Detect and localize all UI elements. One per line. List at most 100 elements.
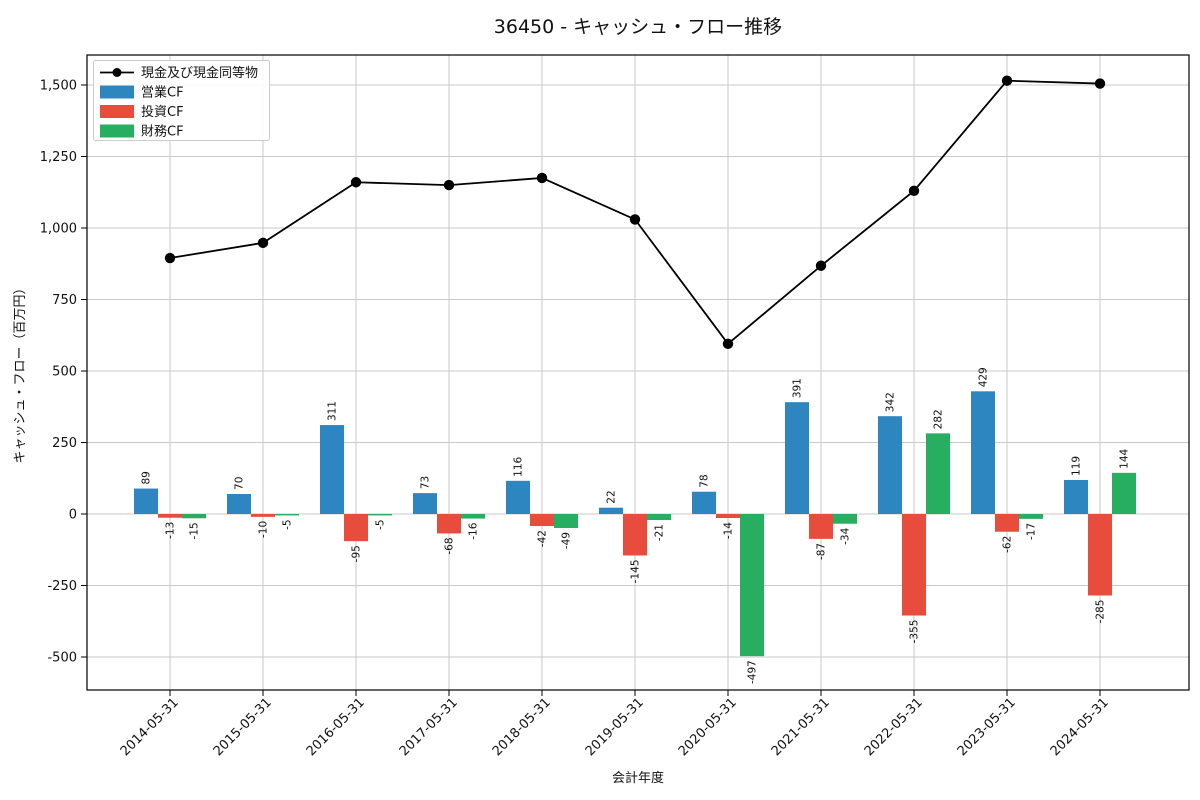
x-tick-label: 2024-05-31 [1048,695,1112,759]
cash-line-marker [629,214,641,225]
cash-line-marker [257,237,269,249]
bar-value-label: 89 [141,471,153,484]
bar-operating-cf [227,493,251,514]
bar-value-label: -68 [444,537,456,554]
legend-swatch-financing-cf [100,124,134,138]
x-tick-label: 2021-05-31 [769,695,833,759]
bar-value-label: -49 [561,532,573,549]
chart-title: 36450 - キャッシュ・フロー推移 [493,16,783,38]
bar-operating-cf [599,507,623,514]
x-axis-title: 会計年度 [612,770,664,786]
bar-investing-cf [437,514,461,534]
x-tick-label: 2023-05-31 [955,695,1019,759]
y-tick-label: 0 [69,508,77,523]
bar-investing-cf [158,514,182,518]
bar-investing-cf [995,514,1019,532]
bar-value-label: -15 [189,522,201,539]
bar-value-label: 119 [1071,456,1083,476]
x-tick-label: 2017-05-31 [397,695,461,759]
y-tick-label: 250 [52,436,77,451]
bar-financing-cf [1112,472,1136,514]
x-tick-label: 2018-05-31 [490,695,554,759]
bar-financing-cf [740,514,764,657]
bar-value-label: 73 [420,476,432,489]
x-tick-label: 2014-05-31 [118,695,182,759]
legend-label-investing-cf: 投資CF [141,104,184,120]
bar-operating-cf [506,480,530,514]
bar-investing-cf [251,514,275,517]
cash-line-marker [350,177,362,188]
legend-label-operating-cf: 営業CF [141,85,184,101]
y-tick-label: 1,000 [40,222,77,237]
bar-value-label: 78 [699,474,711,487]
bar-value-label: -87 [816,543,828,560]
cash-line-marker [536,172,548,184]
bar-financing-cf [182,514,206,519]
bar-value-label: -34 [840,527,852,544]
bar-investing-cf [623,514,647,556]
legend-swatch-investing-cf [100,105,134,118]
bar-operating-cf [971,391,995,514]
bar-operating-cf [878,416,902,514]
bar-value-label: -145 [630,559,642,583]
y-axis-title: キャッシュ・フロー（百万円） [13,281,28,463]
bar-value-label: -17 [1026,523,1038,540]
bar-financing-cf [461,514,485,519]
legend-label-financing-cf: 財務CF [141,125,184,140]
cash-line-marker [722,338,734,350]
bar-value-label: -5 [375,519,387,529]
cash-line-marker [908,185,920,197]
bar-value-label: -355 [909,620,921,644]
bar-value-label: -95 [351,545,363,562]
legend-swatch-operating-cf [100,85,134,99]
y-tick-label: -500 [47,651,77,666]
cash-line-marker [815,260,827,271]
bar-value-label: 70 [234,477,246,490]
bar-value-label: 342 [885,392,897,412]
bar-value-label: -10 [258,521,270,538]
bar-operating-cf [785,402,809,514]
x-tick-label: 2022-05-31 [862,695,926,759]
y-tick-label: 1,250 [40,150,77,165]
bar-value-label: -14 [723,522,735,539]
bar-value-label: -285 [1095,600,1107,624]
plot-frame [86,54,1190,691]
x-tick-label: 2019-05-31 [583,695,647,759]
y-tick-label: 1,500 [40,79,77,94]
x-tick-label: 2015-05-31 [211,695,275,759]
bar-value-label: 391 [792,378,804,398]
bar-value-label: -5 [282,519,294,529]
bar-value-label: -62 [1002,536,1014,553]
bar-investing-cf [344,514,368,542]
cash-line-marker [443,179,455,191]
bar-value-label: 429 [978,367,990,387]
bar-value-label: -13 [165,522,177,539]
bar-operating-cf [1064,479,1088,514]
bar-value-label: 22 [606,490,618,503]
bar-value-label: -21 [654,524,666,541]
bar-investing-cf [716,514,740,519]
legend-label-cash-and-equivalents: 現金及び現金同等物 [141,65,258,81]
cash-line-marker [1001,75,1013,86]
legend-box [93,60,270,141]
bar-financing-cf [275,514,299,516]
bar-value-label: 144 [1119,448,1131,468]
x-tick-label: 2016-05-31 [304,695,368,759]
bar-value-label: -16 [468,522,480,539]
x-tick-label: 2020-05-31 [676,695,740,759]
legend-line-marker [112,68,122,77]
bar-operating-cf [692,491,716,514]
bar-investing-cf [809,514,833,539]
bar-investing-cf [1088,514,1112,596]
bar-operating-cf [413,493,437,514]
cash-line-marker [164,252,176,264]
bar-financing-cf [926,433,950,514]
y-tick-label: 500 [52,365,77,380]
y-tick-label: -250 [47,579,77,594]
bar-investing-cf [530,514,554,527]
bar-value-label: -497 [747,660,759,684]
bar-operating-cf [320,425,344,514]
bar-operating-cf [134,488,158,514]
